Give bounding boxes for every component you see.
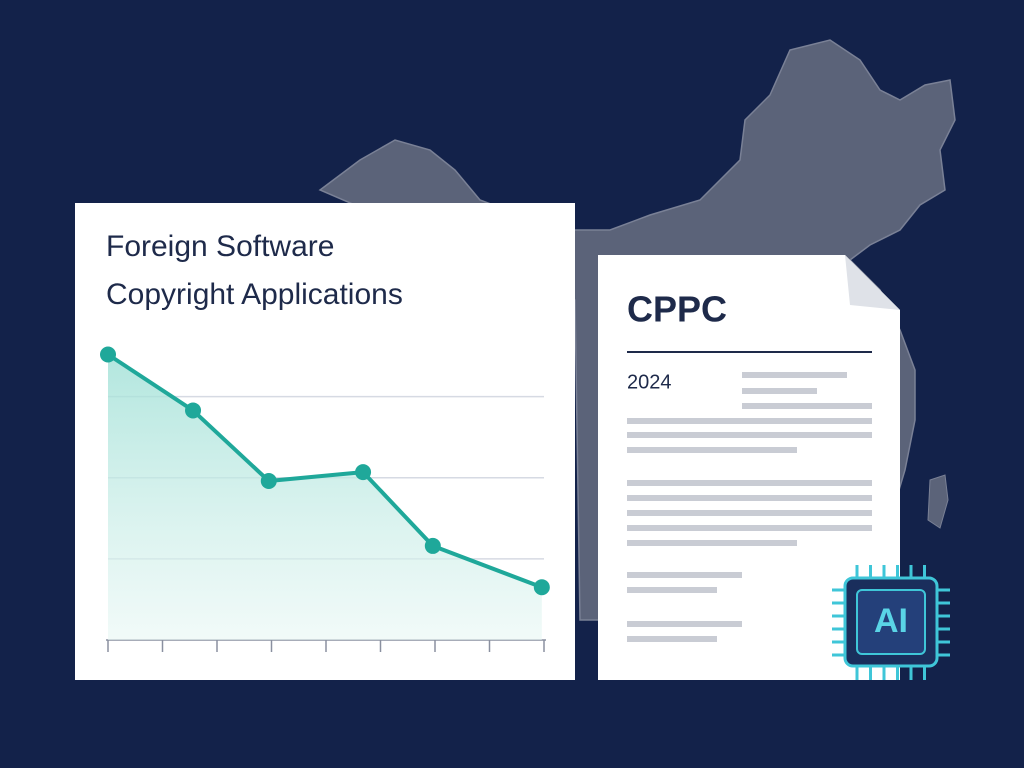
card-title: Copyright Applications <box>106 278 403 311</box>
ai-label: AI <box>874 602 908 640</box>
map-island <box>927 474 949 529</box>
plot <box>100 346 550 652</box>
document-year: 2024 <box>627 371 672 393</box>
line <box>106 352 543 590</box>
document-fold <box>845 255 900 310</box>
text-lines <box>627 372 872 642</box>
point <box>424 537 441 554</box>
card-title: Foreign Software <box>106 230 334 263</box>
point <box>355 464 372 481</box>
point <box>260 473 277 490</box>
point <box>185 402 202 419</box>
ai-chip <box>832 565 950 680</box>
point <box>100 346 116 363</box>
area <box>108 354 542 640</box>
point <box>533 579 550 596</box>
document-title: CPPC <box>627 289 727 330</box>
